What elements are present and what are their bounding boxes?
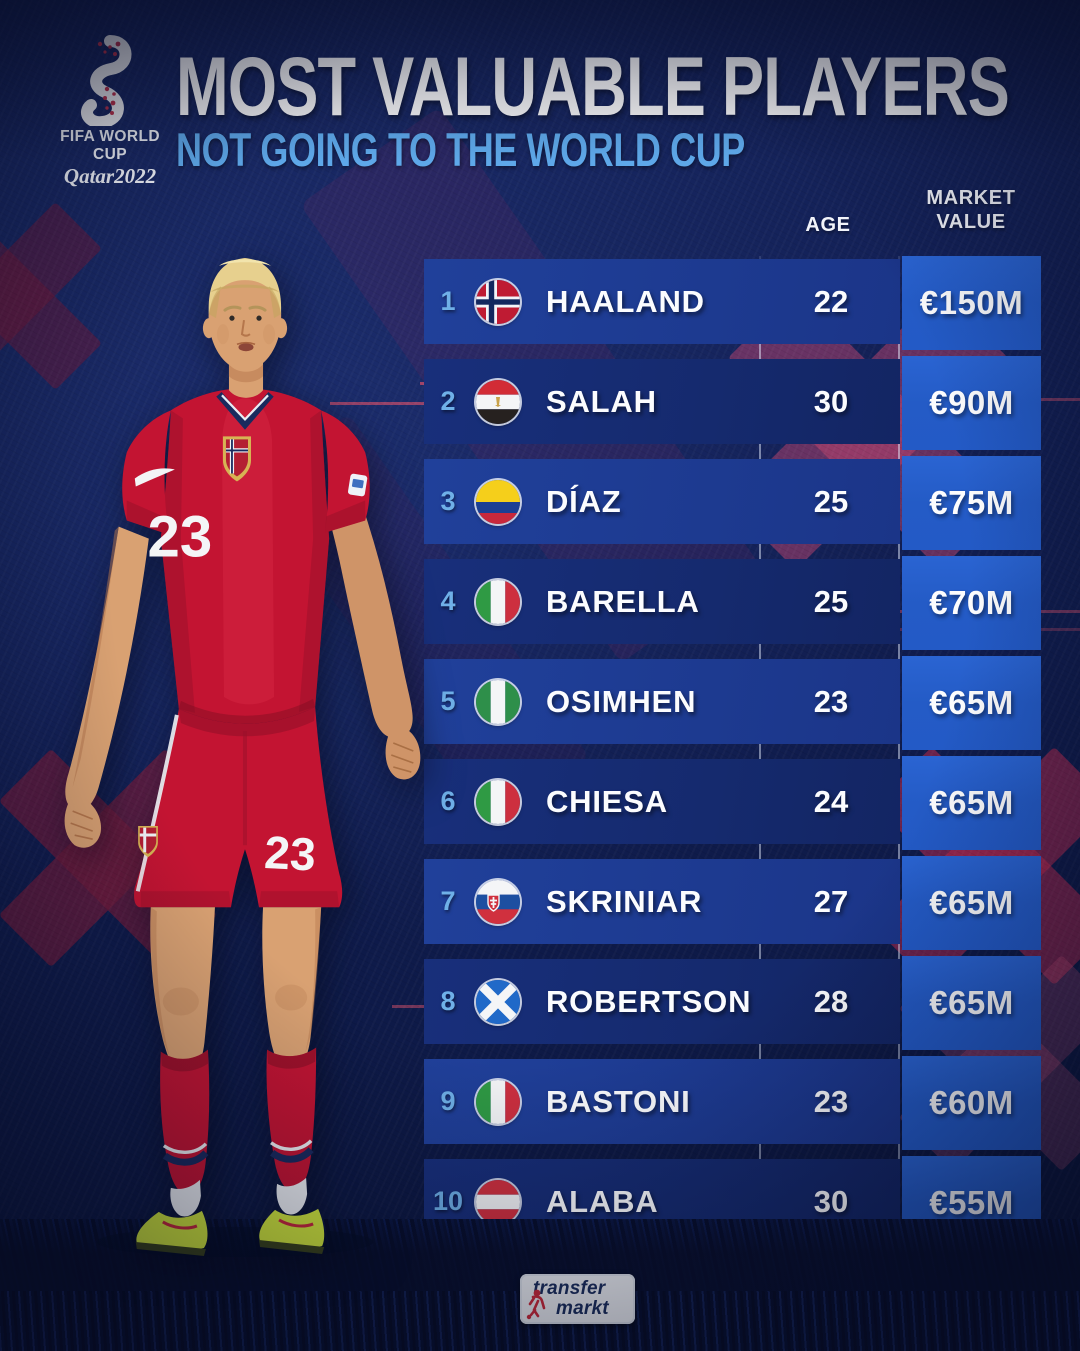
player-name: DÍAZ	[546, 484, 622, 519]
market-value-cell: €65M	[902, 856, 1041, 950]
column-header-age: AGE	[805, 214, 851, 236]
pink-line-decor	[330, 402, 426, 405]
table-row: 10 ALABA 30	[424, 1159, 900, 1244]
player-age: 25	[813, 484, 849, 519]
market-label: MARKET	[926, 187, 1016, 209]
fifa-world-cup-text: FIFA WORLD CUP	[60, 128, 160, 163]
player-age: 24	[813, 784, 849, 819]
column-header-market-value: MARKET VALUE	[900, 186, 1042, 234]
country-flag-icon	[476, 679, 520, 724]
country-flag-icon	[476, 1079, 520, 1124]
player-name: CHIESA	[546, 784, 668, 819]
table-row: 9 BASTONI 23	[424, 1059, 900, 1144]
rank-label: 2	[440, 386, 456, 416]
qatar-2022-text: Qatar2022	[63, 164, 157, 188]
jersey-number-shorts: 23	[263, 826, 317, 881]
country-flag-icon	[476, 979, 520, 1024]
player-age: 23	[813, 1084, 849, 1119]
market-value-cell: €65M	[902, 956, 1041, 1050]
x-mark-decor	[0, 740, 225, 975]
rank-label: 3	[440, 486, 456, 516]
table-row: 4 BARELLA 25	[424, 559, 900, 644]
player-name: SALAH	[546, 384, 657, 419]
country-flag-icon	[476, 579, 520, 624]
table-row: 8 ROBERTSON 28	[424, 959, 900, 1044]
market-value-cell: €65M	[902, 656, 1041, 750]
market-value-cell: €75M	[902, 456, 1041, 550]
player-name: BARELLA	[546, 584, 700, 619]
market-value-cell: €70M	[902, 556, 1041, 650]
table-row: 7 SKRINIAR 27	[424, 859, 900, 944]
player-age: 22	[813, 284, 849, 319]
transfermarkt-logo: transfer markt	[520, 1274, 635, 1324]
player-age: 23	[813, 684, 849, 719]
country-flag-icon	[476, 779, 520, 824]
player-name: BASTONI	[546, 1084, 691, 1119]
rank-label: 1	[440, 286, 456, 316]
page-subtitle: NOT GOING TO THE WORLD CUP	[176, 122, 745, 177]
transfermarkt-player-icon	[526, 1289, 546, 1320]
player-age: 25	[813, 584, 849, 619]
player-age: 27	[813, 884, 849, 919]
transfermarkt-text-line2: markt	[556, 1298, 609, 1319]
country-flag-icon	[476, 479, 520, 524]
player-name: ROBERTSON	[546, 984, 752, 1019]
table-row: 6 CHIESA 24	[424, 759, 900, 844]
table-row: 3 DÍAZ 25	[424, 459, 900, 544]
player-age: 30	[813, 1184, 849, 1219]
rank-label: 6	[440, 786, 456, 816]
country-flag-icon	[476, 379, 520, 424]
rank-label: 10	[432, 1186, 464, 1216]
country-flag-icon	[476, 879, 520, 924]
market-value-cell: €65M	[902, 756, 1041, 850]
rank-label: 4	[440, 586, 456, 616]
player-photo-haaland: 23 23	[64, 258, 421, 1257]
rank-label: 9	[440, 1086, 456, 1116]
market-value-cell: €60M	[902, 1056, 1041, 1150]
fifa-world-cup-logo: FIFA WORLD CUP Qatar2022	[44, 34, 176, 189]
table-row: 2 SALAH 30	[424, 359, 900, 444]
player-name: ALABA	[546, 1184, 659, 1219]
player-name: SKRINIAR	[546, 884, 703, 919]
market-value-cell: €150M	[902, 256, 1041, 350]
market-value-cell: €90M	[902, 356, 1041, 450]
jersey-number-chest: 23	[148, 505, 213, 570]
rank-label: 8	[440, 986, 456, 1016]
player-name: OSIMHEN	[546, 684, 697, 719]
player-age: 30	[813, 384, 849, 419]
rank-label: 7	[440, 886, 456, 916]
player-age: 28	[813, 984, 849, 1019]
table-row: 5 OSIMHEN 23	[424, 659, 900, 744]
page-title: MOST VALUABLE PLAYERS	[176, 38, 1010, 134]
x-mark-decor	[0, 196, 108, 396]
rank-label: 5	[440, 686, 456, 716]
value-label: VALUE	[936, 211, 1006, 233]
qatar-2022-emblem-icon	[81, 35, 132, 126]
market-value-cell: €55M	[902, 1156, 1041, 1250]
table-row: 1 HAALAND 22	[424, 259, 900, 344]
player-name: HAALAND	[546, 284, 705, 319]
country-flag-icon	[476, 279, 520, 324]
country-flag-icon	[476, 1179, 520, 1224]
